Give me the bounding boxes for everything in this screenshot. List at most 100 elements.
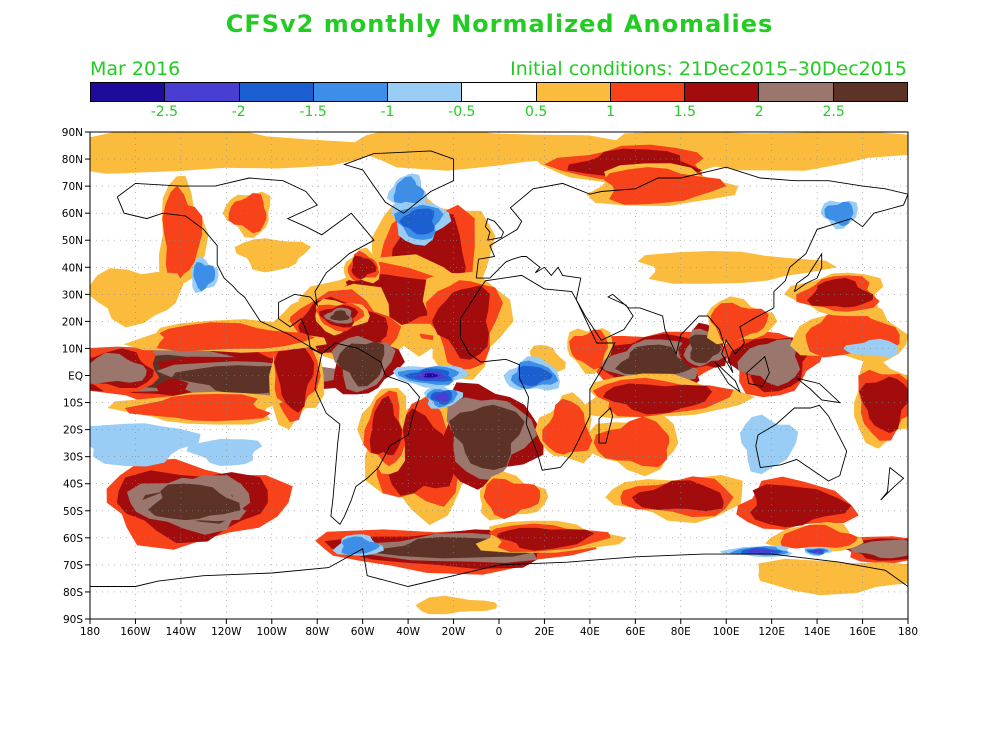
lon-label: 160W <box>120 626 151 638</box>
lat-label: 40S <box>63 479 83 491</box>
lat-label: 20N <box>62 316 83 328</box>
anomaly-area <box>483 478 541 520</box>
anomaly-area <box>369 395 403 456</box>
colorbar-label: -1 <box>380 104 395 120</box>
colorbar-swatch <box>462 83 537 101</box>
colorbar-label: 2 <box>754 104 764 120</box>
anomaly-area <box>90 132 383 174</box>
anomaly-area <box>449 404 525 470</box>
lon-label: 80W <box>305 626 329 638</box>
anomaly-area <box>569 329 608 370</box>
anomaly-area <box>737 338 801 387</box>
lon-label: 0 <box>496 626 503 638</box>
coastline <box>880 467 905 501</box>
colorbar-label: -0.5 <box>448 104 476 120</box>
coastline <box>746 355 770 387</box>
lon-label: 60W <box>351 626 375 638</box>
lat-label: 50N <box>62 235 83 247</box>
colorbar-label: -2 <box>231 104 246 120</box>
lon-label: 80E <box>671 626 691 638</box>
anomaly-area <box>156 322 316 352</box>
anomaly-area <box>393 176 425 204</box>
lat-label: 30N <box>62 289 83 301</box>
coastline <box>314 342 421 526</box>
lon-label: 140E <box>804 626 831 638</box>
coastline <box>755 404 848 482</box>
anomaly-area <box>147 483 241 521</box>
colorbar-label: 0.5 <box>525 104 548 120</box>
map-title: CFSv2 monthly Normalized Anomalies <box>225 10 774 38</box>
lon-label: 100W <box>257 626 288 638</box>
anomaly-area <box>843 338 899 358</box>
lat-label: 90N <box>62 127 83 139</box>
anomaly-area <box>603 167 727 205</box>
forecast-month: Mar 2016 <box>90 58 181 80</box>
anomaly-area <box>90 423 201 467</box>
coastline <box>793 252 823 292</box>
colorbar-swatch <box>388 83 463 101</box>
anomaly-area <box>386 408 455 496</box>
anomaly-area <box>124 394 272 422</box>
anomaly-area <box>740 414 799 475</box>
colorbar-label: 2.5 <box>822 104 845 120</box>
lat-label: 90S <box>63 614 83 626</box>
coastline <box>343 150 455 214</box>
anomaly-area <box>186 438 263 466</box>
colorbar-label: -1.5 <box>299 104 327 120</box>
lat-label: 10N <box>62 343 83 355</box>
lat-label: 50S <box>63 506 83 518</box>
coastline <box>116 177 375 355</box>
lat-label: 10S <box>63 398 83 410</box>
anomaly-area <box>274 344 315 413</box>
colorbar-swatch <box>239 83 314 101</box>
lon-label: 60E <box>625 626 645 638</box>
anomaly-area <box>807 277 874 308</box>
colorbar-swatch <box>610 83 686 101</box>
anomaly-area <box>603 383 713 415</box>
lat-label: EQ <box>68 371 83 383</box>
anomaly-area <box>747 548 775 554</box>
lat-label: 30S <box>63 452 83 464</box>
lat-label: 70N <box>62 181 83 193</box>
lon-label: 20E <box>534 626 554 638</box>
anomaly-area <box>750 484 852 528</box>
anomaly-area <box>780 524 858 549</box>
lat-label: 80N <box>62 154 83 166</box>
initial-conditions: Initial conditions: 21Dec2015–30Dec2015 <box>510 58 907 80</box>
coastline <box>459 274 616 471</box>
anomaly-area <box>434 392 449 402</box>
anomaly-area <box>228 193 267 234</box>
anomaly-area <box>234 238 311 273</box>
colorbar <box>90 82 908 102</box>
coastline <box>796 377 842 404</box>
coastline <box>598 407 614 444</box>
anomaly-area <box>542 398 593 455</box>
colorbar-swatch <box>165 83 240 101</box>
lon-label: 180 <box>898 626 918 638</box>
anomaly-area <box>859 376 908 434</box>
coastline <box>90 547 908 587</box>
colorbar-label: -2.5 <box>150 104 179 120</box>
anomaly-area <box>399 208 435 235</box>
anomaly-area <box>518 365 554 386</box>
lon-label: 120W <box>211 626 242 638</box>
anomaly-area <box>90 352 147 385</box>
lon-label: 120E <box>758 626 785 638</box>
lon-label: 40E <box>580 626 600 638</box>
anomaly-area <box>497 527 595 551</box>
axes: 90N 80N 70N 60N 50N 40N 30N 20N 10N EQ 10S 20S 30S 40… <box>62 127 918 638</box>
anomaly-area <box>347 132 621 171</box>
colorbar-swatch <box>759 83 834 101</box>
colorbar-swatch <box>91 83 166 101</box>
colorbar-swatch <box>833 83 907 101</box>
coastline <box>714 361 741 393</box>
colorbar-swatch <box>536 83 611 101</box>
lon-label: 40W <box>396 626 420 638</box>
anomaly-area <box>848 539 908 559</box>
lat-label: 40N <box>62 262 83 274</box>
coastline <box>484 217 505 241</box>
coastline <box>475 166 908 374</box>
colorbar-label: 1.5 <box>673 104 697 120</box>
lat-label: 60S <box>63 533 83 545</box>
